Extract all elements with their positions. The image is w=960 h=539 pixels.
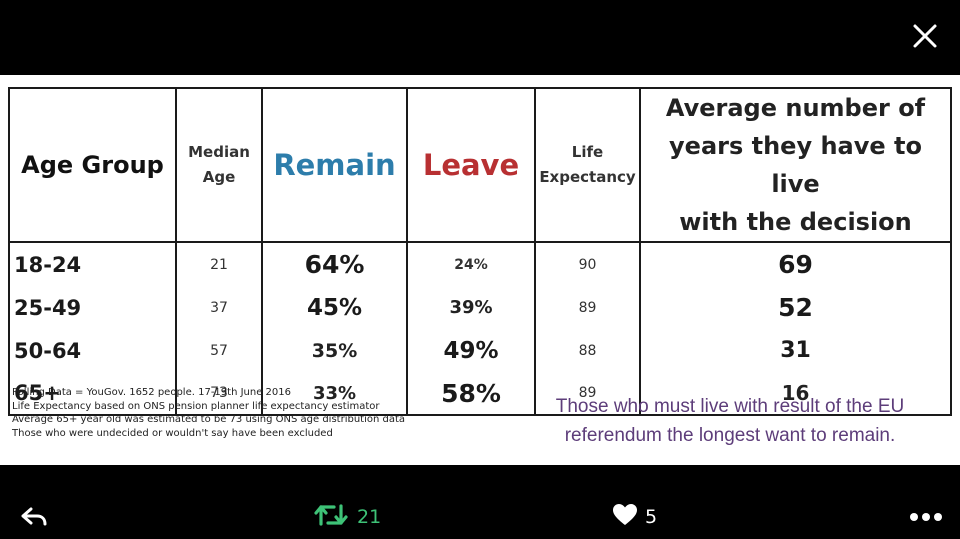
cell-leave: 49% [406, 329, 536, 372]
cell-remain: 33% [261, 372, 408, 416]
footnote: Polling Data = YouGov. 1652 people. 17-1… [12, 387, 291, 398]
cell-median-age: 21 [175, 242, 263, 286]
cell-age-group: 65+ [8, 372, 177, 416]
cell-age-group: 18-24 [8, 242, 177, 286]
cell-life-expectancy: 89 [534, 286, 641, 329]
cell-age-group: 50-64 [8, 329, 177, 372]
header-life-line2: Expectancy [539, 168, 636, 186]
cell-years: 52 [639, 286, 952, 329]
heart-icon [612, 503, 638, 532]
caption-line2: referendum the longest want to remain. [564, 425, 896, 446]
header-years-to-live: Average number of years they have to liv… [639, 87, 952, 243]
age-vote-table: Age Group Median Age Remain Leave Life E… [8, 87, 952, 416]
cell-leave: 24% [406, 242, 536, 286]
cell-median-age: 73 [175, 372, 263, 416]
retweet-button[interactable]: 21 [314, 503, 381, 531]
cell-remain: 45% [261, 286, 408, 329]
cell-life-expectancy: 90 [534, 242, 641, 286]
header-remain: Remain [261, 87, 408, 243]
cell-leave: 58% [406, 372, 536, 416]
cell-age-group: 25-49 [8, 286, 177, 329]
header-years-line3: with the decision [679, 208, 912, 236]
footnote: Life Expectancy based on ONS pension pla… [12, 400, 380, 412]
header-age-group: Age Group [8, 87, 177, 243]
header-median-age: Median Age [175, 87, 263, 243]
table-header-row: Age Group Median Age Remain Leave Life E… [8, 87, 952, 243]
caption-line1: Those who must live with result of the E… [555, 396, 905, 417]
tweet-image: Age Group Median Age Remain Leave Life E… [0, 75, 960, 465]
table-row: 18-24 21 64% 24% 90 69 [8, 242, 952, 286]
cell-remain: 35% [261, 329, 408, 372]
footnote: Average 65+ year old was estimated to be… [12, 414, 406, 425]
header-years-line1: Average number of [665, 94, 926, 122]
close-icon[interactable] [908, 19, 942, 53]
header-median-age-line1: Median [188, 143, 250, 161]
table-row: 50-64 57 35% 49% 88 31 [8, 329, 952, 372]
like-count: 5 [645, 506, 658, 528]
cell-remain: 64% [261, 242, 408, 286]
table-row: 25-49 37 45% 39% 89 52 [8, 286, 952, 329]
footnotes: Polling Data = YouGov. 1652 people. 17-1… [12, 386, 405, 440]
cell-life-expectancy: 89 [534, 372, 641, 416]
cell-years: 69 [639, 242, 952, 286]
header-years-line2: years they have to live [669, 132, 922, 198]
retweet-count: 21 [357, 506, 382, 528]
header-median-age-line2: Age [202, 168, 236, 186]
header-life-line1: Life [571, 143, 604, 161]
cell-years: 31 [639, 329, 952, 372]
cell-leave: 39% [406, 286, 536, 329]
caption: Those who must live with result of the E… [520, 392, 940, 450]
more-options-icon[interactable] [908, 507, 944, 527]
header-life-expectancy: Life Expectancy [534, 87, 641, 243]
reply-icon[interactable] [20, 503, 48, 531]
table-row: 65+ 73 33% 58% 89 16 [8, 372, 952, 416]
cell-median-age: 57 [175, 329, 263, 372]
like-button[interactable]: 5 [612, 503, 657, 531]
cell-years: 16 [639, 372, 952, 416]
retweet-icon [314, 502, 348, 533]
footnote: Those who were undecided or wouldn't say… [12, 427, 333, 439]
header-leave: Leave [406, 87, 536, 243]
cell-median-age: 37 [175, 286, 263, 329]
cell-life-expectancy: 88 [534, 329, 641, 372]
